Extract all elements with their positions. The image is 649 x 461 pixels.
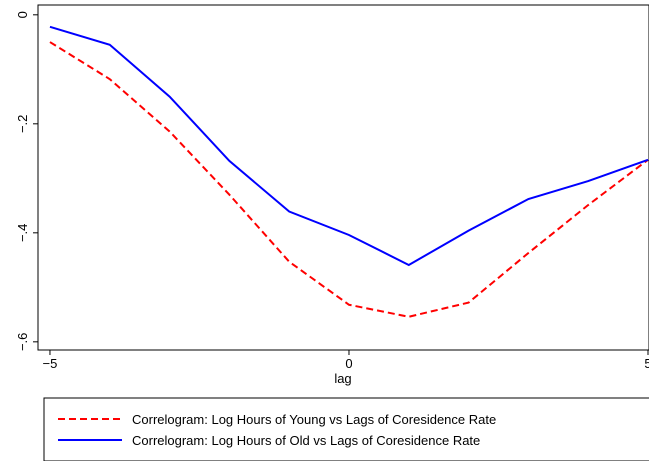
legend-box — [43, 397, 649, 461]
x-tick-label: −5 — [43, 356, 58, 371]
series-line — [49, 41, 649, 318]
y-tick-label: −.6 — [15, 333, 30, 351]
y-tick-label: −.2 — [15, 115, 30, 133]
legend-label: Correlogram: Log Hours of Old vs Lags of… — [132, 433, 480, 448]
legend-label: Correlogram: Log Hours of Young vs Lags … — [132, 412, 496, 427]
y-tick-label: 0 — [15, 11, 30, 18]
x-tick-label: 0 — [345, 356, 352, 371]
series-line — [49, 25, 649, 267]
x-axis-label: lag — [334, 371, 351, 386]
y-tick-label: −.4 — [15, 224, 30, 242]
plot-frame — [37, 4, 649, 351]
x-tick-label: 5 — [644, 356, 649, 371]
